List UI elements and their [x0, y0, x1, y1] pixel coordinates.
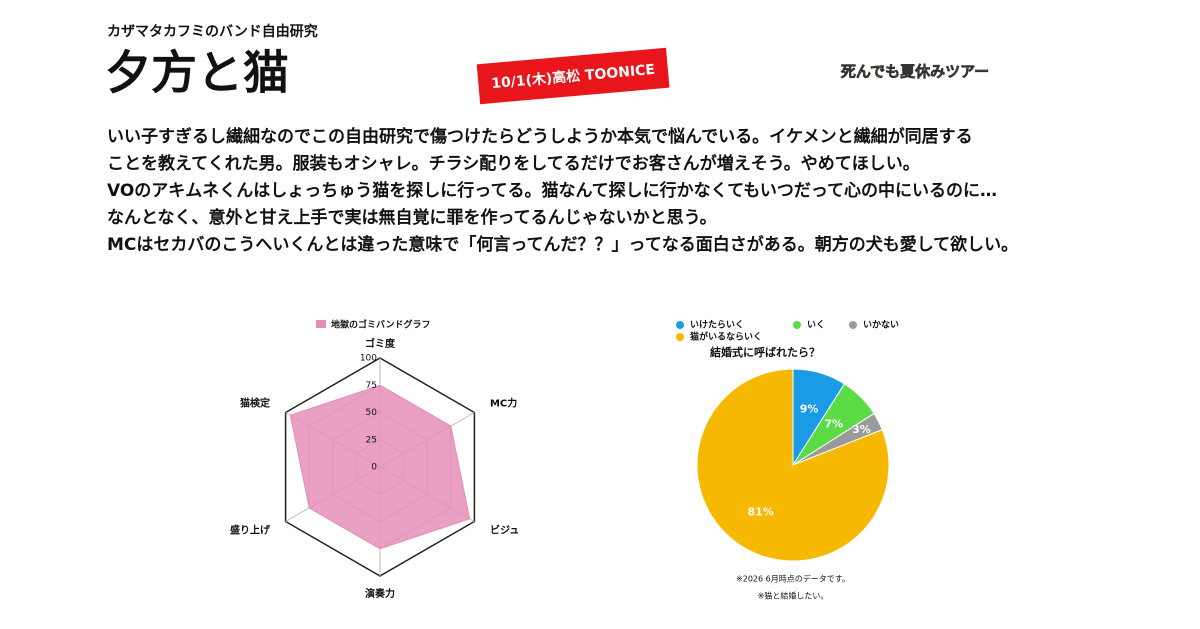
tick-label: 0: [371, 463, 377, 473]
badge: 10/1(木)高松 TOONICE: [476, 47, 670, 105]
axis-label: 演奏力: [365, 587, 395, 600]
axis-label: ビジュ: [490, 524, 519, 537]
radar-area: [289, 384, 471, 550]
legend-label: いく: [807, 320, 825, 331]
axis-label: MC力: [490, 397, 517, 410]
body-line: ことを教えてくれた男。服装もオシャレ。チラシ配りをしてるだけでお客さんが増えそう…: [107, 153, 920, 174]
legend-swatch: [849, 321, 857, 329]
tick-label: 100: [360, 354, 377, 364]
legend-swatch: [316, 320, 326, 328]
badge-bg: [476, 47, 670, 105]
axis-label: 猫検定: [240, 397, 270, 410]
note: ※2026 6月時点のデータです。: [736, 574, 850, 584]
legend-swatch: [676, 333, 684, 341]
pie-slice: [696, 368, 890, 562]
legend-label: 猫がいるならいく: [690, 331, 762, 343]
value-label: 7%: [824, 417, 843, 430]
value-label: 9%: [800, 403, 819, 416]
tick-label: 25: [366, 435, 377, 445]
tick-label: 75: [366, 381, 377, 391]
legend-label: 地獄のゴミバンドグラフ: [331, 319, 430, 331]
tick-label: 50: [366, 408, 378, 418]
body-line: なんとなく、意外と甘え上手で実は無自覚に罪を作ってるんじゃないかと思う。: [107, 207, 717, 228]
body-line: いい子すぎるし繊細なのでこの自由研究で傷つけたらどうしようか本気で悩んでいる。イ…: [107, 126, 973, 147]
value-label: 3%: [852, 423, 871, 436]
subtitle: カザマタカフミのバンド自由研究: [107, 23, 318, 40]
body-line: MCはセカバのこうへいくんとは違った意味で「何言ってんだ？？」ってなる面白さがあ…: [107, 234, 1018, 255]
title: 夕方と猫: [105, 46, 289, 100]
legend-label: いかない: [863, 320, 899, 331]
logo: 死んでも夏休みツアー: [841, 63, 989, 81]
body-line: VOのアキムネくんはしょっちゅう猫を探しに行ってる。猫なんて探しに行かなくてもい…: [107, 180, 997, 201]
axis-label: ゴミ度: [365, 337, 396, 350]
legend-label: いけたらいく: [690, 320, 744, 331]
pie-title: 結婚式に呼ばれたら？: [710, 345, 820, 359]
value-label: 81%: [747, 506, 773, 519]
note: ※猫と結婚したい。: [758, 591, 829, 601]
legend-swatch: [793, 321, 801, 329]
legend-swatch: [676, 321, 684, 329]
axis-label: 盛り上げ: [230, 524, 271, 537]
